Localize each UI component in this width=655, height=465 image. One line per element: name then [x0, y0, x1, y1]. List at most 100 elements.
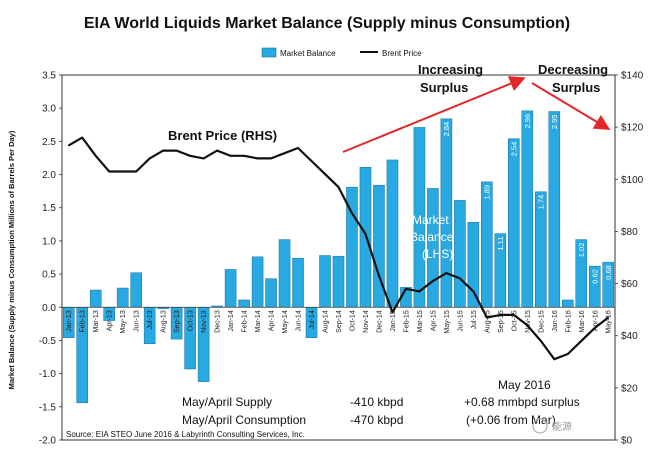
bar-value-label: 2.95 [550, 115, 559, 130]
brent-price-point [364, 233, 367, 235]
x-tick-label: Sep-13 [174, 310, 181, 333]
market-balance-bar [481, 181, 493, 308]
market-balance-bar [332, 255, 345, 308]
x-tick-label: Jun-15 [457, 310, 464, 332]
x-tick-label: Dec-13 [215, 310, 222, 333]
market-balance-bar [548, 111, 561, 308]
decreasing-surplus-line2: Surplus [552, 80, 600, 95]
x-tick-label: Mar-13 [93, 310, 100, 332]
legend-label-brent-price: Brent Price [382, 49, 422, 58]
brent-price-point [526, 324, 529, 327]
annotations: Brent Price (RHS) Increasing Surplus Dec… [168, 62, 611, 261]
brent-price-point [337, 186, 340, 188]
market-balance-bar [386, 159, 399, 308]
market-balance-bar [251, 256, 264, 308]
watermark: 能源 [532, 418, 572, 434]
right-tick-label: $40 [621, 331, 638, 342]
left-tick-label: -1.0 [39, 369, 57, 380]
x-tick-label: May-14 [282, 310, 289, 333]
x-tick-label: Jul-14 [309, 310, 316, 329]
brent-price-line-group [67, 136, 610, 361]
x-tick-label: May-13 [120, 310, 127, 333]
brent-price-point [513, 314, 515, 316]
brent-price-point [108, 170, 111, 173]
increasing-surplus-line2: Surplus [420, 80, 468, 95]
x-tick-label: Feb-15 [403, 310, 410, 332]
x-tick-label: Jan-15 [390, 310, 397, 332]
y-axis-label: Market Balance (Supply minus Consumption… [7, 130, 16, 389]
watermark-icon [532, 418, 548, 434]
brent-price-point [135, 170, 137, 173]
x-tick-label: May-16 [606, 310, 613, 333]
x-tick-label: Apr-14 [269, 310, 276, 331]
bar-value-label: 1.11 [496, 237, 505, 251]
x-tick-label: Nov-14 [363, 310, 370, 333]
consumption-value: -470 kbpd [350, 413, 403, 427]
x-tick-label: Aug-14 [323, 310, 330, 333]
brent-price-point [378, 274, 380, 277]
right-tick-label: $0 [621, 436, 633, 447]
x-tick-label: Sep-14 [336, 310, 343, 333]
left-axis: -2.0 -1.5 -1.0 -0.5 0.0 0.5 1.0 1.5 2.0 2.5 3.0 3.5 [39, 71, 62, 447]
x-tick-label: Apr-13 [107, 310, 114, 331]
x-tick-label: Apr-16 [592, 310, 599, 331]
market-balance-bar [319, 255, 331, 308]
brent-price-point [162, 149, 164, 152]
brent-price-point [486, 316, 488, 319]
x-tick-label: Feb-16 [565, 310, 572, 332]
brent-price-point [175, 149, 178, 152]
x-tick-label: Jan-16 [552, 310, 559, 332]
x-tick-label: Oct-14 [349, 310, 356, 331]
right-tick-label: $60 [621, 279, 638, 290]
bar-value-label: 1.74 [536, 195, 545, 210]
market-balance-annotation-line3: (LHS) [422, 247, 453, 261]
right-tick-label: $80 [621, 227, 638, 238]
brent-price-point [324, 173, 326, 175]
x-tick-label: Oct-13 [188, 310, 195, 331]
brent-price-point [189, 155, 191, 157]
x-tick-label: Aug-13 [161, 310, 168, 333]
brent-price-point [607, 316, 610, 319]
market-balance-bar [265, 278, 277, 308]
market-balance-bar [467, 222, 480, 308]
x-tick-label: Jul-15 [471, 310, 478, 329]
right-tick-label: $100 [621, 175, 644, 186]
left-tick-label: 3.5 [42, 71, 56, 82]
market-balance-bar [454, 200, 466, 308]
x-tick-label: Feb-14 [242, 310, 249, 332]
bars [62, 110, 615, 404]
consumption-label: May/April Consumption [182, 413, 306, 427]
x-tick-label: Oct-15 [511, 310, 518, 331]
brent-price-point [540, 340, 542, 342]
bar-value-label: 1.89 [482, 185, 491, 200]
brent-price-point [297, 147, 299, 149]
increasing-arrow [342, 76, 526, 153]
x-tick-label: Jan-14 [228, 310, 235, 332]
bar-value-label: 0.62 [590, 269, 599, 284]
x-tick-label: Feb-13 [80, 310, 87, 332]
decreasing-arrow [531, 82, 611, 131]
right-tick-label: $120 [621, 123, 644, 134]
brent-price-point [472, 290, 475, 293]
left-tick-label: 0.5 [42, 270, 56, 281]
market-balance-annotation-line1: Market [412, 213, 449, 227]
bar-value-label: 2.84 [442, 122, 451, 137]
x-tick-label: Sep-15 [498, 310, 505, 333]
brent-price-point [216, 149, 218, 152]
left-tick-label: 3.0 [42, 104, 56, 115]
legend-swatch-market-balance [261, 47, 277, 58]
left-tick-label: 1.5 [42, 203, 56, 214]
x-tick-label: Mar-14 [255, 310, 262, 332]
market-balance-bar [238, 299, 250, 308]
market-balance-bar [224, 269, 237, 308]
brent-price-point [256, 157, 259, 160]
x-tick-label: Dec-14 [376, 310, 383, 333]
brent-price-point [310, 160, 313, 162]
x-tick-label: May-15 [444, 310, 451, 333]
market-balance-bar [278, 239, 291, 308]
brent-price-point [229, 155, 232, 157]
x-tick-label: Jun-13 [134, 310, 141, 332]
watermark-text: 能源 [552, 420, 572, 433]
left-tick-label: -2.0 [39, 436, 57, 447]
